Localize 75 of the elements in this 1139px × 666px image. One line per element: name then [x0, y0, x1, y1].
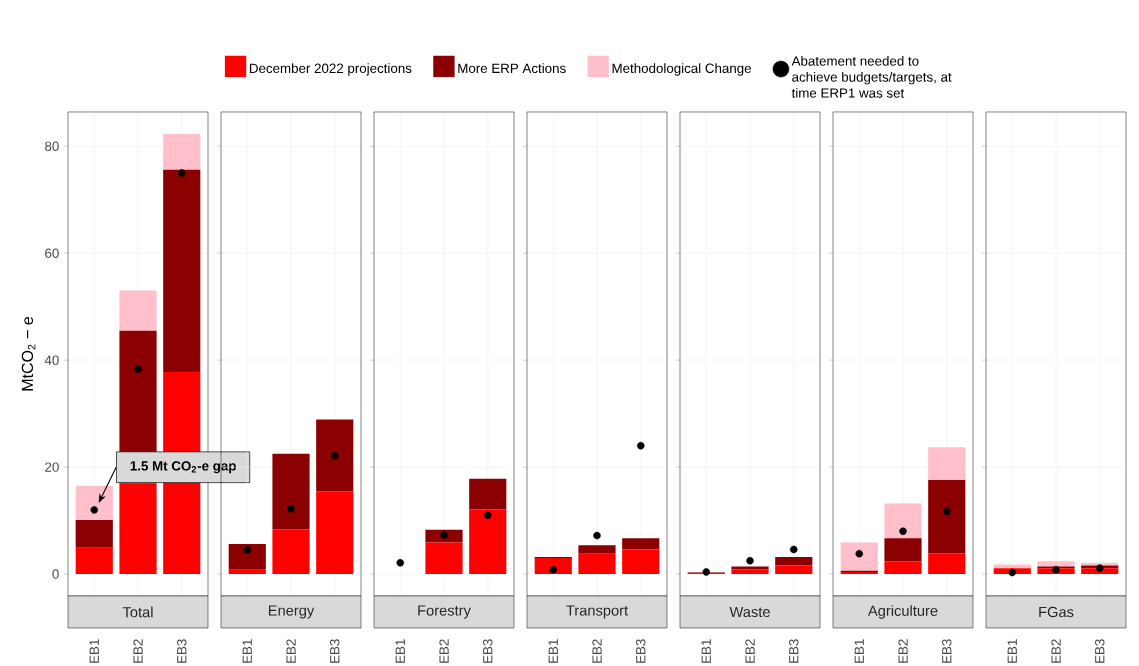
bar [75, 485, 113, 521]
bar [731, 569, 769, 575]
bar [119, 290, 157, 331]
x-tick-label: EB1 [548, 639, 558, 663]
text: Energy [268, 605, 315, 619]
x-tick-label: EB2 [439, 639, 449, 663]
text: Transport [566, 605, 629, 619]
bar [578, 553, 616, 575]
bar [884, 561, 922, 575]
bar [840, 542, 878, 571]
bar [228, 569, 266, 575]
bar [775, 565, 813, 575]
bar [534, 558, 572, 575]
bar [884, 538, 922, 562]
text: Forestry [418, 605, 471, 619]
bar [928, 479, 966, 554]
bar [928, 447, 966, 480]
bar [775, 556, 813, 566]
y-tick-label: 60 [45, 248, 59, 258]
x-tick-label: EB1 [701, 639, 711, 663]
x-tick-label: EB3 [1095, 639, 1105, 663]
bar [928, 553, 966, 575]
bar [228, 544, 266, 570]
x-tick-label: EB3 [177, 639, 187, 663]
bar [1037, 561, 1075, 567]
legend-label: Methodological Change [612, 63, 751, 76]
x-tick-label: EB1 [89, 639, 99, 663]
bar [75, 547, 113, 575]
x-tick-label: EB3 [330, 639, 340, 663]
bar [119, 483, 157, 575]
bar [622, 549, 660, 575]
bar [163, 169, 201, 372]
bar [884, 503, 922, 539]
y-tick-label: 0 [52, 569, 59, 579]
x-tick-label: EB2 [745, 639, 755, 663]
y-tick-label: 80 [45, 141, 59, 151]
legend-label: December 2022 projections [249, 63, 412, 76]
x-tick-label: EB1 [854, 639, 864, 663]
bar [316, 491, 354, 575]
x-tick-label: EB2 [133, 639, 143, 663]
bar [316, 419, 354, 492]
bar [425, 542, 463, 575]
x-tick-label: EB1 [395, 639, 405, 663]
bar [993, 564, 1031, 569]
x-tick-label: EB2 [286, 639, 296, 663]
bar [75, 520, 113, 548]
point [90, 506, 99, 514]
x-tick-label: EB3 [636, 639, 646, 663]
x-tick-label: EB1 [242, 639, 252, 663]
annotation: 1.5 Mt CO$_{2}$-e gap [130, 461, 236, 474]
text: FGas [1039, 606, 1074, 618]
text: Agriculture [867, 605, 938, 619]
bar [272, 453, 310, 530]
legend-label: Abatement needed to achieve budgets/targets, at time ERP1 was set [791, 55, 952, 98]
y-axis-title: MtCO$_{2}$ − e [21, 316, 36, 391]
bar [469, 509, 507, 575]
point [177, 169, 186, 177]
y-tick-label: 20 [45, 462, 59, 472]
bar [163, 133, 201, 170]
x-tick-label: EB1 [1007, 639, 1017, 663]
x-tick-label: EB3 [789, 639, 799, 663]
x-tick-label: EB2 [1051, 639, 1061, 663]
point [134, 365, 142, 373]
x-tick-label: EB3 [942, 639, 952, 663]
x-tick-label: EB3 [483, 639, 493, 663]
bar [622, 538, 660, 550]
legend-label: More ERP Actions [458, 63, 566, 74]
y-tick-label: 40 [44, 355, 59, 365]
bar [272, 529, 310, 575]
bar [469, 478, 507, 510]
text: Waste [729, 606, 770, 618]
x-tick-label: EB2 [898, 639, 908, 663]
text: Total [122, 606, 153, 618]
x-tick-label: EB2 [592, 639, 602, 663]
bar [578, 545, 616, 554]
